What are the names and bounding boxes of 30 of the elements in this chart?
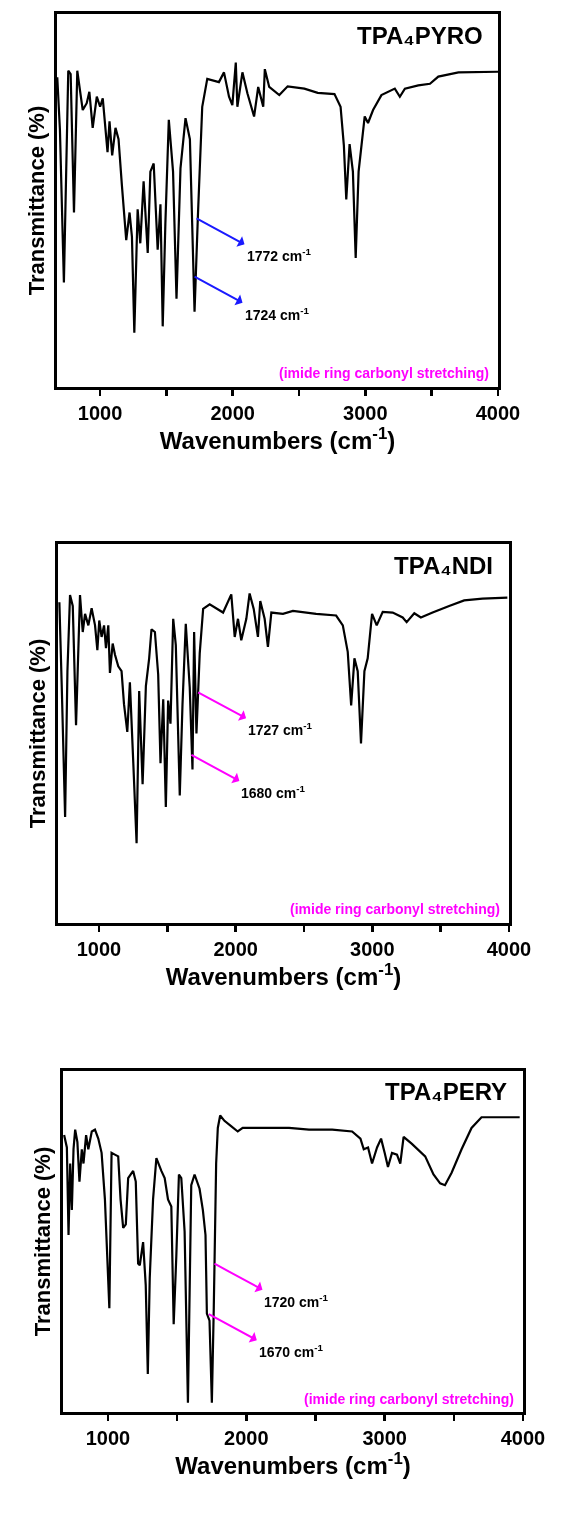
x-tick-label: 1000 <box>77 402 123 424</box>
x-tick-label: 3000 <box>362 1427 407 1449</box>
annotation: 1724 cm$^{-1}$ <box>245 305 310 323</box>
x-tick-label: 2000 <box>213 938 258 960</box>
annotation: 1680 cm$^{-1}$ <box>241 783 306 801</box>
annotation: 1670 cm$^{-1}$ <box>259 1342 324 1360</box>
annotation: (imide ring carbonyl stretching) <box>290 901 501 917</box>
x-axis-title: Wavenumbers (cm$^{-1}$) <box>175 1449 411 1480</box>
x-axis-title: Wavenumbers (cm$^{-1}$) <box>159 424 396 455</box>
x-tick-label: 3000 <box>343 402 388 424</box>
x-axis-title: Wavenumbers (cm$^{-1}$) <box>165 960 402 991</box>
y-axis-title: Transmittance (%) <box>23 105 49 296</box>
y-axis-title: Transmittance (%) <box>24 638 50 829</box>
chart-title: TPA₄NDI <box>394 552 493 579</box>
annotation: 1720 cm$^{-1}$ <box>264 1292 329 1310</box>
annotation: 1772 cm$^{-1}$ <box>247 246 312 264</box>
x-tick-label: 3000 <box>350 938 395 960</box>
x-tick-label: 2000 <box>210 402 255 424</box>
x-tick-label: 1000 <box>85 1427 131 1449</box>
x-tick-label: 4000 <box>486 938 532 960</box>
chart-title: TPA₄PYRO <box>357 22 483 49</box>
x-tick-label: 2000 <box>224 1427 269 1449</box>
x-tick-label: 1000 <box>76 938 122 960</box>
x-tick-label: 4000 <box>500 1427 546 1449</box>
chart-title: TPA₄PERY <box>385 1078 508 1105</box>
annotation: 1727 cm$^{-1}$ <box>248 720 313 738</box>
y-axis-title: Transmittance (%) <box>29 1146 55 1337</box>
annotation: (imide ring carbonyl stretching) <box>304 1391 515 1407</box>
annotation: (imide ring carbonyl stretching) <box>279 365 490 381</box>
x-tick-label: 4000 <box>475 402 521 424</box>
